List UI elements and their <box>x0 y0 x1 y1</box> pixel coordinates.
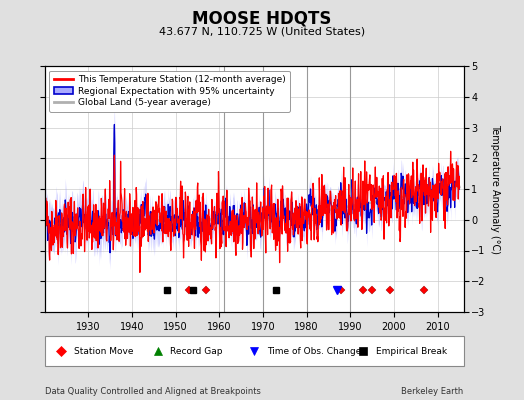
Text: Station Move: Station Move <box>74 346 134 356</box>
Y-axis label: Temperature Anomaly (°C): Temperature Anomaly (°C) <box>490 124 500 254</box>
Legend: This Temperature Station (12-month average), Regional Expectation with 95% uncer: This Temperature Station (12-month avera… <box>49 70 290 112</box>
Text: Empirical Break: Empirical Break <box>376 346 447 356</box>
FancyBboxPatch shape <box>45 336 464 366</box>
Text: Record Gap: Record Gap <box>170 346 223 356</box>
Text: Berkeley Earth: Berkeley Earth <box>401 387 464 396</box>
Text: 43.677 N, 110.725 W (United States): 43.677 N, 110.725 W (United States) <box>159 26 365 36</box>
Text: MOOSE HDQTS: MOOSE HDQTS <box>192 10 332 28</box>
Text: Time of Obs. Change: Time of Obs. Change <box>267 346 361 356</box>
Text: Data Quality Controlled and Aligned at Breakpoints: Data Quality Controlled and Aligned at B… <box>45 387 260 396</box>
